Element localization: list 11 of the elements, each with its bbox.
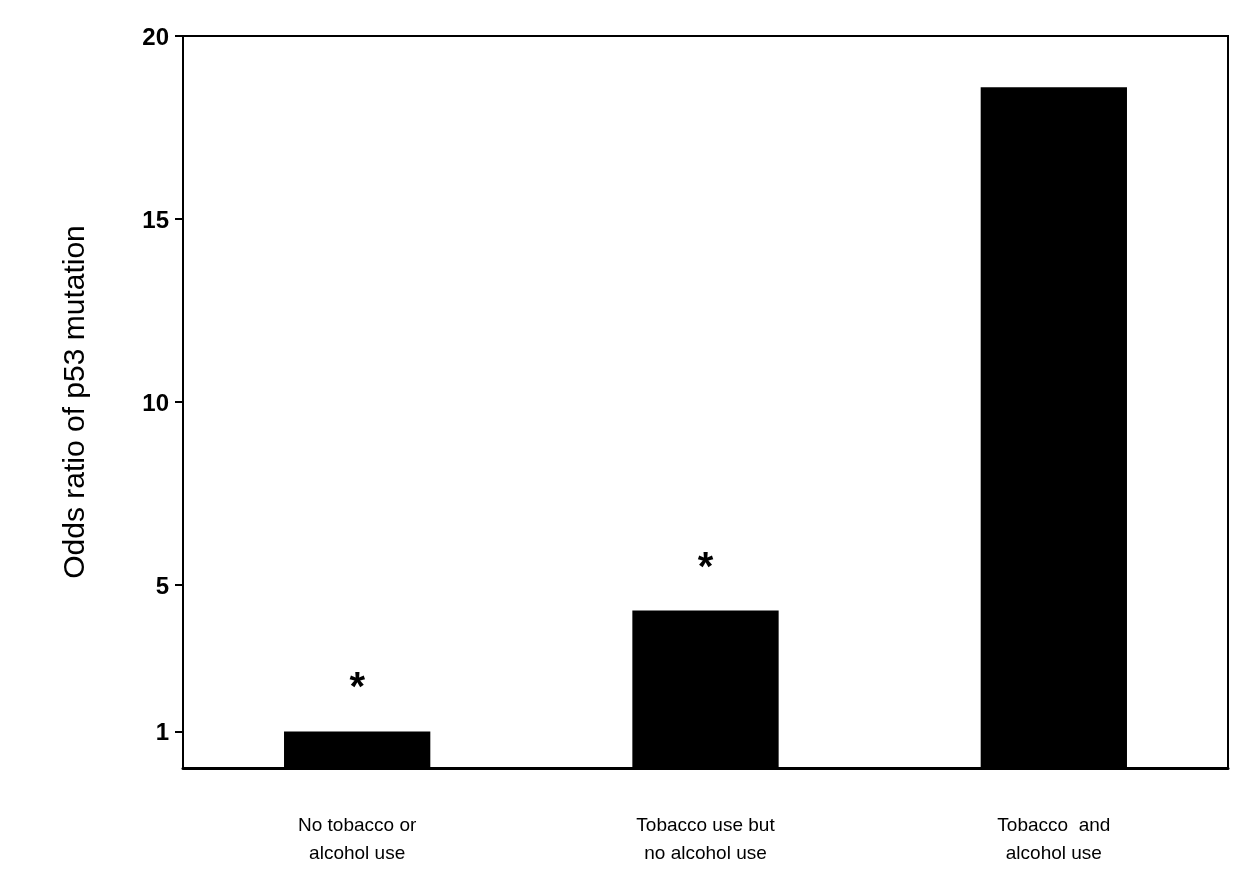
y-tick-label: 15: [142, 205, 169, 233]
y-axis-title: Odds ratio of p53 mutation: [56, 225, 90, 579]
x-tick-label: Tobacco use but no alcohol use: [636, 813, 776, 863]
x-tick-label: No tobacco or alcohol use: [298, 813, 417, 863]
y-tick-label: 20: [142, 22, 169, 50]
y-tick-label: 1: [155, 717, 169, 745]
annotation: *: [697, 543, 714, 588]
annotation: *: [349, 664, 366, 709]
y-tick-label: 5: [155, 571, 169, 599]
x-tick-label: Tobacco and alcohol use: [997, 813, 1111, 863]
y-tick-label: 10: [142, 388, 169, 416]
